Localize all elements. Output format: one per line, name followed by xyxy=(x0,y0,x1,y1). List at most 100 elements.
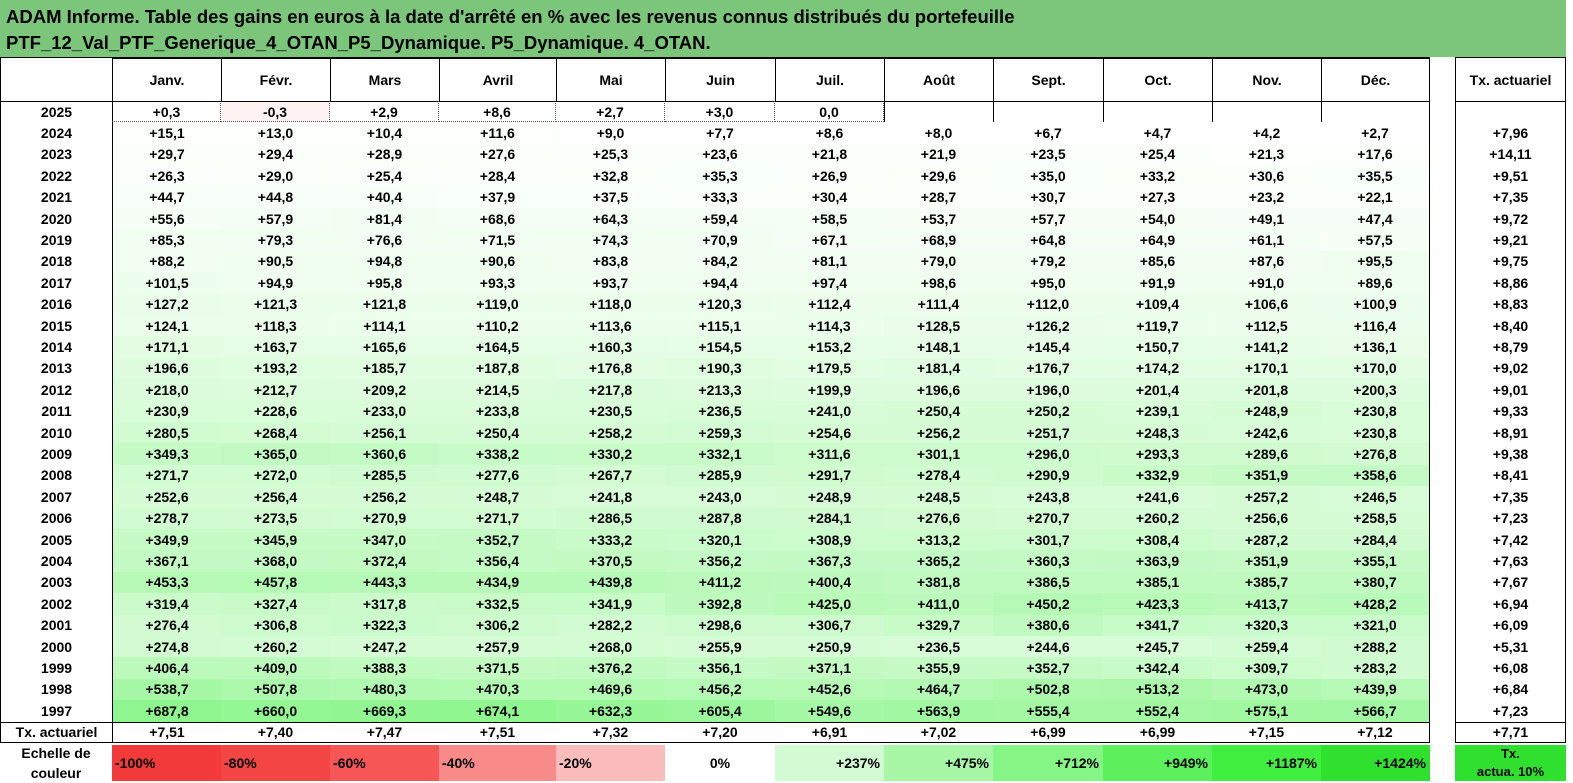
tx-cell: +9,02 xyxy=(1455,357,1566,380)
tx-cell: +8,83 xyxy=(1455,293,1566,315)
heatmap-cell: +320,1 xyxy=(665,529,775,551)
heatmap-cell: +213,3 xyxy=(665,379,775,401)
heatmap-cell: +71,5 xyxy=(439,229,556,251)
heatmap-cell: +256,2 xyxy=(884,422,993,444)
heatmap-cell: +242,6 xyxy=(1212,422,1321,444)
heatmap-cell: +308,9 xyxy=(775,529,884,551)
month-header-1: Janv. xyxy=(112,57,221,101)
year-label: 2004 xyxy=(0,550,112,572)
heatmap-cell: +365,0 xyxy=(221,443,330,465)
heatmap-cell: +119,0 xyxy=(439,293,556,315)
heatmap-cell: +270,7 xyxy=(993,507,1103,529)
heatmap-cell: +10,4 xyxy=(330,122,439,144)
heatmap-cell: +552,4 xyxy=(1103,700,1212,722)
tx-cell: +5,31 xyxy=(1455,636,1566,658)
footer-cell: +6,99 xyxy=(1103,721,1212,743)
heatmap-cell: +236,5 xyxy=(665,400,775,422)
tx-cell: +7,42 xyxy=(1455,529,1566,551)
heatmap-cell: +341,9 xyxy=(556,593,665,615)
legend-step: -100% xyxy=(112,744,221,781)
heatmap-cell: +87,6 xyxy=(1212,250,1321,273)
heatmap-cell: +8,6 xyxy=(439,101,556,123)
legend-step: -60% xyxy=(330,744,439,781)
heatmap-cell: +58,5 xyxy=(775,208,884,230)
heatmap-cell: +90,5 xyxy=(221,250,330,273)
heatmap-cell: +119,7 xyxy=(1103,315,1212,337)
heatmap-cell: +214,5 xyxy=(439,379,556,401)
heatmap-cell: +27,6 xyxy=(439,143,556,166)
month-header-5: Mai xyxy=(556,57,665,101)
heatmap-cell: +411,2 xyxy=(665,571,775,594)
tx-cell: +9,33 xyxy=(1455,400,1566,422)
tx-cell: +6,09 xyxy=(1455,614,1566,636)
heatmap-cell: +25,4 xyxy=(330,165,439,187)
heatmap-cell: +371,5 xyxy=(439,657,556,679)
heatmap-cell: +254,6 xyxy=(775,422,884,444)
heatmap-cell: +347,0 xyxy=(330,529,439,551)
heatmap-cell: +632,3 xyxy=(556,700,665,722)
year-label: 2017 xyxy=(0,272,112,294)
heatmap-cell: +100,9 xyxy=(1321,293,1430,315)
heatmap-cell: +367,3 xyxy=(775,550,884,572)
heatmap-cell: -0,3 xyxy=(221,101,330,123)
heatmap-cell: +252,6 xyxy=(112,486,221,508)
tx-cell: +7,23 xyxy=(1455,700,1566,722)
heatmap-cell: +352,7 xyxy=(993,657,1103,679)
legend-step: +237% xyxy=(775,744,884,781)
heatmap-cell: +322,3 xyxy=(330,614,439,636)
heatmap-cell: +98,6 xyxy=(884,272,993,294)
tx-cell: +7,63 xyxy=(1455,550,1566,572)
heatmap-cell: +33,2 xyxy=(1103,165,1212,187)
legend-step: +949% xyxy=(1103,744,1212,781)
heatmap-cell: +256,4 xyxy=(221,486,330,508)
heatmap-cell: +338,2 xyxy=(439,443,556,465)
heatmap-cell: +79,2 xyxy=(993,250,1103,273)
heatmap-cell: +434,9 xyxy=(439,571,556,594)
legend-step: -40% xyxy=(439,744,556,781)
heatmap-cell: +29,6 xyxy=(884,165,993,187)
heatmap-cell: +250,2 xyxy=(993,400,1103,422)
heatmap-cell: +2,7 xyxy=(556,101,665,123)
year-label: 2014 xyxy=(0,336,112,358)
heatmap-cell: +259,4 xyxy=(1212,636,1321,658)
heatmap-cell: +25,4 xyxy=(1103,143,1212,166)
tx-cell: +9,75 xyxy=(1455,250,1566,273)
heatmap-cell: +480,3 xyxy=(330,678,439,701)
heatmap-cell: +176,8 xyxy=(556,357,665,380)
heatmap-cell: +109,4 xyxy=(1103,293,1212,315)
heatmap-cell: +285,5 xyxy=(330,464,439,487)
heatmap-cell: +268,0 xyxy=(556,636,665,658)
heatmap-cell: +349,9 xyxy=(112,529,221,551)
heatmap-cell: +30,4 xyxy=(775,186,884,208)
heatmap-cell: +251,7 xyxy=(993,422,1103,444)
year-label: 2011 xyxy=(0,400,112,422)
heatmap-cell: +165,6 xyxy=(330,336,439,358)
year-label: 2003 xyxy=(0,571,112,594)
heatmap-cell: +687,8 xyxy=(112,700,221,722)
tx-cell: +9,38 xyxy=(1455,443,1566,465)
heatmap-cell: +23,6 xyxy=(665,143,775,166)
heatmap-cell: +358,6 xyxy=(1321,464,1430,487)
heatmap-cell: +273,5 xyxy=(221,507,330,529)
heatmap-cell: +674,1 xyxy=(439,700,556,722)
year-label: 2024 xyxy=(0,122,112,144)
heatmap-cell: +288,2 xyxy=(1321,636,1430,658)
heatmap-cell: +26,3 xyxy=(112,165,221,187)
heatmap-cell: +112,4 xyxy=(775,293,884,315)
tx-cell: +8,40 xyxy=(1455,315,1566,337)
heatmap-cell: +22,1 xyxy=(1321,186,1430,208)
heatmap-cell: +270,9 xyxy=(330,507,439,529)
heatmap-cell: +35,0 xyxy=(993,165,1103,187)
heatmap-cell: +128,5 xyxy=(884,315,993,337)
heatmap-cell: +0,3 xyxy=(112,101,221,123)
heatmap-cell: +153,2 xyxy=(775,336,884,358)
month-header-4: Avril xyxy=(439,57,556,101)
heatmap-cell: +68,9 xyxy=(884,229,993,251)
heatmap-cell: +352,7 xyxy=(439,529,556,551)
heatmap-cell: +605,4 xyxy=(665,700,775,722)
heatmap-cell: +367,1 xyxy=(112,550,221,572)
heatmap-cell: +291,7 xyxy=(775,464,884,487)
heatmap-cell: +669,3 xyxy=(330,700,439,722)
heatmap-cell: +239,1 xyxy=(1103,400,1212,422)
heatmap-cell: +411,0 xyxy=(884,593,993,615)
